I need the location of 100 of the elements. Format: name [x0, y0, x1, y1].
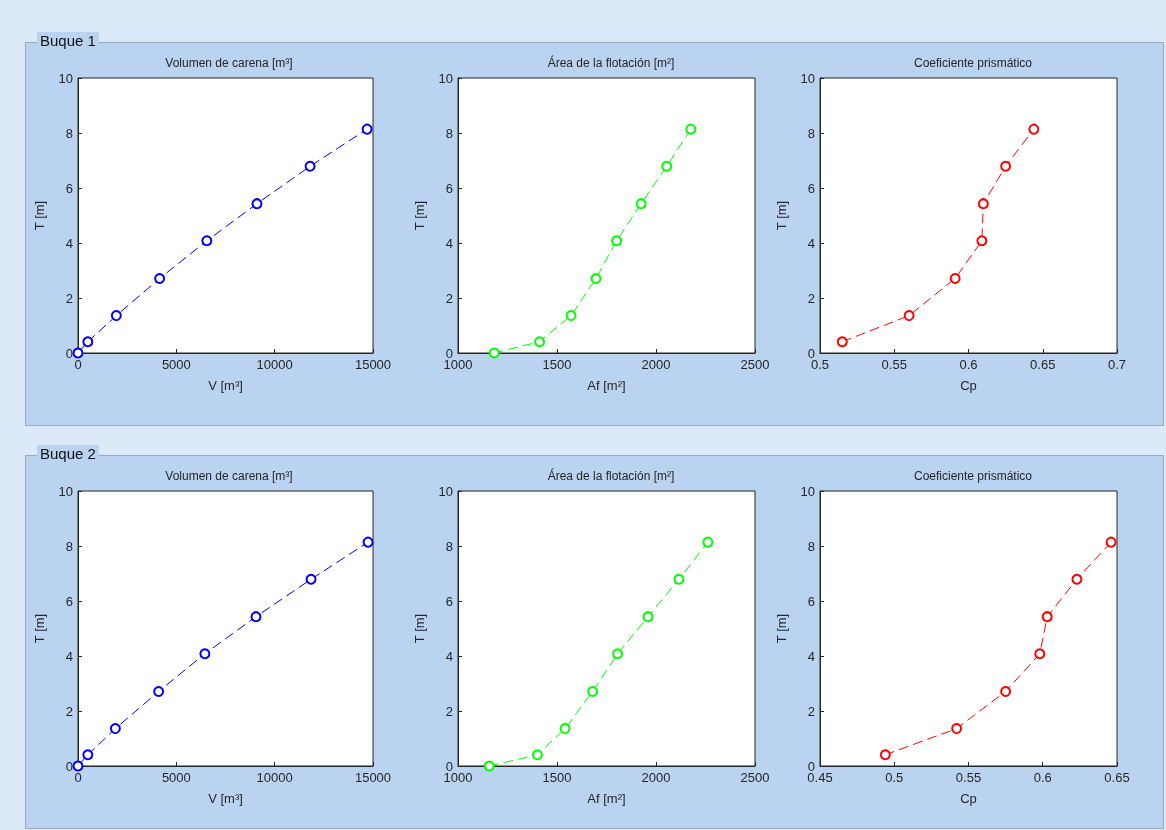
y-axis-title: T [m]: [412, 613, 427, 644]
point: [483, 760, 495, 772]
point: [304, 160, 316, 172]
y-axis-title: T [m]: [412, 200, 427, 231]
y-tick-label: 2: [65, 703, 73, 719]
x-tick-label: 0.55: [955, 770, 982, 785]
y-tick-label: 8: [65, 125, 73, 141]
point: [534, 336, 546, 348]
x-tick-label: 2000: [641, 357, 671, 372]
y-tick-label: 8: [65, 538, 73, 554]
point: [251, 198, 263, 210]
chart-title: Coeficiente prismático: [913, 469, 1033, 483]
x-axis-title: Cp: [960, 378, 977, 393]
y-axis-title: T [m]: [774, 613, 789, 644]
chart-title: Coeficiente prismático: [913, 56, 1033, 70]
y-tick-label: 10: [438, 70, 453, 86]
point: [836, 336, 848, 348]
point: [109, 723, 121, 735]
point: [153, 685, 165, 697]
point: [1041, 611, 1053, 623]
point: [976, 235, 988, 247]
y-tick-label: 8: [807, 125, 815, 141]
point: [673, 573, 685, 585]
x-axis-title: Af [m²]: [587, 378, 626, 393]
point: [903, 310, 915, 322]
y-tick-label: 4: [807, 235, 815, 251]
point: [642, 611, 654, 623]
point: [635, 198, 647, 210]
x-tick-label: 0.6: [959, 357, 978, 372]
point: [72, 347, 84, 359]
point: [685, 123, 697, 135]
y-tick-label: 4: [445, 235, 453, 251]
point: [590, 272, 602, 284]
y-tick-label: 10: [58, 483, 73, 499]
x-axis-title: V [m³]: [208, 378, 243, 393]
point: [1034, 648, 1046, 660]
x-tick-label: 0.65: [1030, 357, 1056, 372]
point: [1105, 536, 1117, 548]
y-tick-label: 6: [807, 180, 815, 196]
point: [82, 336, 94, 348]
x-tick-label: 2500: [740, 770, 770, 785]
y-axis-title: T [m]: [32, 200, 47, 231]
point: [250, 611, 262, 623]
point: [977, 198, 989, 210]
text: Buque 2: [40, 445, 96, 462]
y-tick-label: 0: [65, 345, 73, 361]
x-axis-title: V [m³]: [208, 791, 243, 806]
point: [82, 749, 94, 761]
point: [1000, 160, 1012, 172]
x-axis-title: Af [m²]: [587, 791, 626, 806]
y-tick-label: 10: [800, 70, 815, 86]
point: [611, 235, 623, 247]
x-tick-label: 5000: [161, 357, 191, 372]
x-tick-label: 15000: [354, 357, 392, 372]
y-axis-title: T [m]: [32, 613, 47, 644]
y-tick-label: 6: [65, 180, 73, 196]
y-tick-label: 4: [65, 648, 73, 664]
y-tick-label: 0: [65, 758, 73, 774]
x-tick-label: 0.55: [881, 357, 907, 372]
x-tick-label: 10000: [256, 770, 293, 785]
y-tick-label: 6: [445, 180, 453, 196]
x-tick-label: 0.6: [1033, 770, 1052, 785]
point: [565, 310, 577, 322]
y-tick-label: 10: [58, 70, 73, 86]
point: [587, 685, 599, 697]
text: Buque 1: [40, 32, 96, 49]
point: [72, 760, 84, 772]
x-tick-label: 0.7: [1107, 357, 1127, 372]
x-tick-label: 0.5: [885, 770, 904, 785]
chart-title: Volumen de carena [m³]: [165, 469, 293, 483]
y-tick-label: 4: [65, 235, 73, 251]
y-tick-label: 2: [65, 290, 73, 306]
y-tick-label: 2: [807, 290, 815, 306]
y-tick-label: 2: [445, 703, 453, 719]
y-tick-label: 6: [445, 593, 453, 609]
point: [949, 272, 961, 284]
y-tick-label: 8: [445, 125, 453, 141]
point: [951, 723, 963, 735]
point: [201, 235, 213, 247]
chart-title: Volumen de carena [m³]: [165, 56, 293, 70]
point: [488, 347, 500, 359]
y-tick-label: 2: [807, 703, 815, 719]
point: [1071, 573, 1083, 585]
point: [154, 272, 166, 284]
point: [110, 310, 122, 322]
point: [702, 536, 714, 548]
x-tick-label: 0.65: [1104, 770, 1130, 785]
point: [879, 749, 891, 761]
chart-title: Área de la flotación [m²]: [547, 55, 675, 70]
point: [1028, 123, 1040, 135]
point: [305, 573, 317, 585]
point: [1000, 685, 1012, 697]
y-tick-label: 8: [807, 538, 815, 554]
point: [612, 648, 624, 660]
point: [661, 160, 673, 172]
y-tick-label: 4: [807, 648, 815, 664]
x-tick-label: 2000: [641, 770, 671, 785]
y-tick-label: 4: [445, 648, 453, 664]
y-tick-label: 8: [445, 538, 453, 554]
x-tick-label: 10000: [256, 357, 293, 372]
